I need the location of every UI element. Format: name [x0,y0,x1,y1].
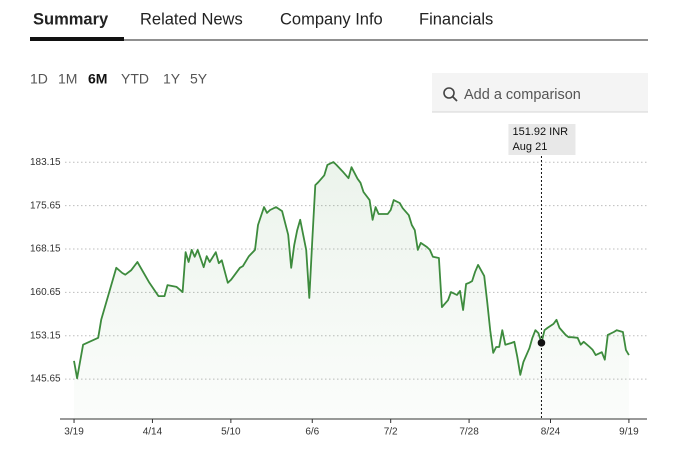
hover-point [537,339,546,347]
y-tick-label: 145.65 [30,374,61,385]
range-selector: 1D 1M 6M YTD 1Y 5Y [30,71,208,87]
tab[interactable]: Summary [33,10,109,28]
search-placeholder[interactable]: Add a comparison [464,87,581,103]
range-button[interactable]: 1D [30,71,48,87]
search-icon [443,87,455,99]
price-area [74,162,629,419]
tooltip-value: 151.92 INR [512,126,568,138]
range-button[interactable]: 6M [88,71,107,87]
search-icon [451,95,458,102]
y-tick-label: 175.65 [30,200,61,211]
tab[interactable]: Company Info [280,10,383,28]
y-tick-label: 160.65 [30,287,61,298]
x-tick-label: 3/19 [64,427,84,438]
range-button[interactable]: 1Y [163,71,181,87]
active-tab-underline [30,37,124,41]
x-tick-label: 6/6 [305,427,319,438]
search-box[interactable] [432,73,648,112]
x-tick-label: 7/2 [384,427,398,438]
x-tick-label: 7/28 [459,427,479,438]
range-button[interactable]: YTD [121,71,149,87]
y-tick-label: 153.15 [30,330,61,341]
tab[interactable]: Related News [140,10,243,28]
price-line [73,161,630,380]
x-tick-label: 4/14 [143,427,163,438]
range-button[interactable]: 5Y [190,71,208,87]
x-tick-label: 9/19 [619,427,639,438]
x-tick-label: 5/10 [221,427,241,438]
y-tick-label: 168.15 [30,244,61,255]
price-chart: 145.65 153.15 160.65 168.15 175.65 183.15 3/19… [30,124,647,438]
range-button[interactable]: 1M [58,71,77,87]
tooltip-box [508,124,576,155]
y-tick-label: 183.15 [30,157,61,168]
tooltip-date: Aug 21 [512,141,547,153]
tab-bar: Summary Related News Company Info Financ… [30,10,648,41]
tab[interactable]: Financials [419,10,493,28]
comparison-search[interactable]: Add a comparison [432,73,648,113]
x-tick-label: 8/24 [541,427,561,438]
